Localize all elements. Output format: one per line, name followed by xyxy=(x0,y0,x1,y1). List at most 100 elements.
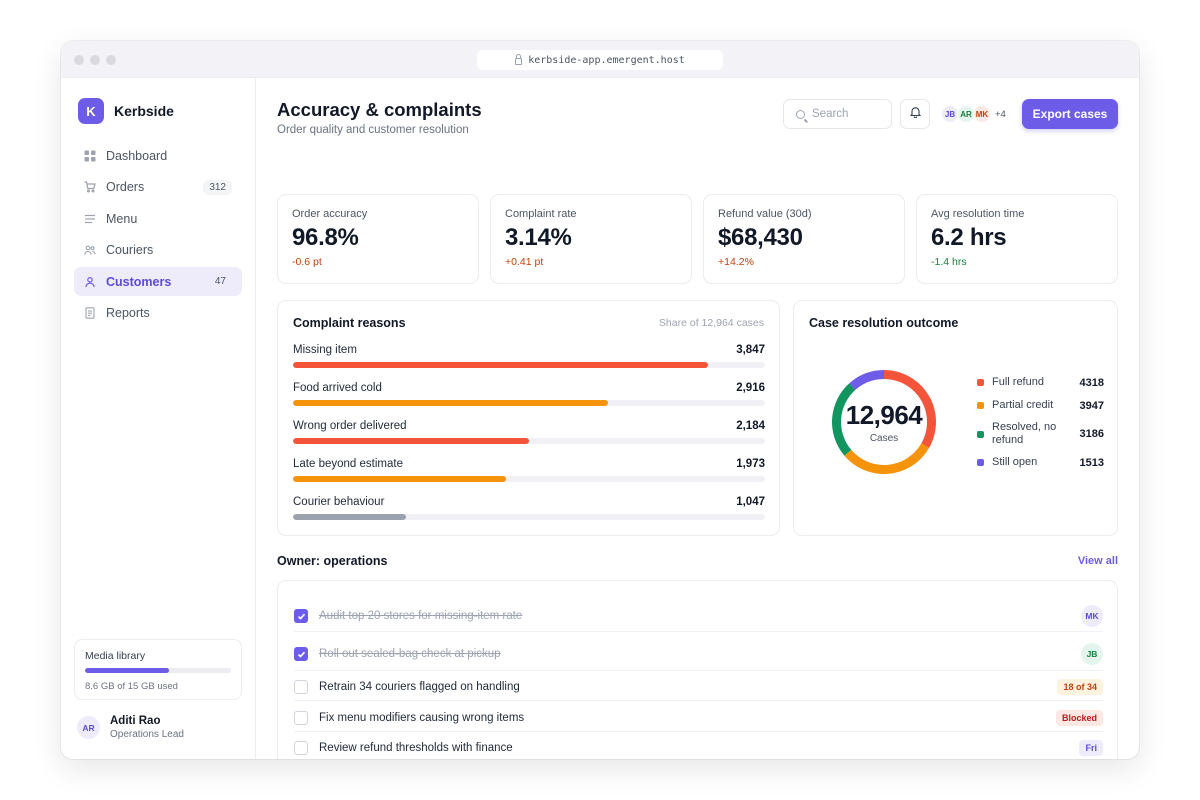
reason-value: 3,847 xyxy=(736,344,765,356)
reason-value: 1,973 xyxy=(736,458,765,470)
reason-bar-track xyxy=(293,514,765,520)
task-list: Audit top 20 stores for missing-item rat… xyxy=(277,580,1118,759)
task-item[interactable]: Audit top 20 stores for missing-item rat… xyxy=(294,605,1103,627)
task-text: Review refund thresholds with finance xyxy=(319,742,513,754)
reason-row: Late beyond estimate 1,973 xyxy=(293,458,765,482)
legend-swatch xyxy=(977,379,984,386)
kpi-label: Complaint rate xyxy=(505,208,577,220)
customers-count-badge: 47 xyxy=(214,276,226,287)
legend-value: 1513 xyxy=(1079,456,1104,469)
avatar: JB xyxy=(941,105,959,123)
reason-bar-track xyxy=(293,362,765,368)
task-text: Fix menu modifiers causing wrong items xyxy=(319,712,525,724)
browser-window: kerbside-app.emergent.host K Kerbside Da… xyxy=(61,41,1139,759)
people-icon xyxy=(84,244,96,256)
task-assignee: JB xyxy=(1081,643,1103,665)
legend-label: Full refund xyxy=(992,376,1044,388)
user-role: Operations Lead xyxy=(110,729,184,740)
reason-row: Missing item 3,847 xyxy=(293,344,765,368)
search-icon xyxy=(796,109,805,119)
avatar: AR xyxy=(77,716,100,739)
divider xyxy=(294,700,1103,701)
lock-icon xyxy=(515,53,523,65)
donut-center: 12,964 Cases xyxy=(823,361,945,483)
task-item[interactable]: Retrain 34 couriers flagged on handling … xyxy=(294,679,1103,695)
reason-bar-fill xyxy=(293,476,507,482)
task-checkbox[interactable] xyxy=(294,647,308,661)
sidebar-item-dashboard[interactable]: Dashboard xyxy=(74,141,242,170)
main-content: Accuracy & complaints Order quality and … xyxy=(256,78,1139,759)
brand[interactable]: K Kerbside xyxy=(78,98,174,124)
reason-row: Food arrived cold 2,916 xyxy=(293,382,765,406)
task-item[interactable]: Roll out sealed-bag check at pickup JB xyxy=(294,643,1103,665)
legend-label: Resolved, no refund xyxy=(992,421,1057,446)
sidebar-item-orders[interactable]: Orders 312 xyxy=(74,173,242,202)
task-checkbox[interactable] xyxy=(294,711,308,725)
kpi-value: 96.8% xyxy=(292,224,359,251)
sidebar: K Kerbside Dashboard Orders 312 xyxy=(61,78,256,759)
team-avatars[interactable]: JB AR MK +4 xyxy=(941,105,1006,123)
reason-row: Courier behaviour 1,047 xyxy=(293,496,765,520)
donut-total: 12,964 xyxy=(845,400,923,430)
donut-slice-partial-credit[interactable] xyxy=(844,443,930,474)
task-checkbox[interactable] xyxy=(294,741,308,755)
legend-label: Still open xyxy=(992,456,1038,468)
orders-count-badge: 312 xyxy=(203,179,232,195)
media-library-title: Media library xyxy=(85,650,146,662)
sidebar-item-menu[interactable]: Menu xyxy=(74,204,242,233)
donut-slice-resolved-no-refund[interactable] xyxy=(832,383,856,456)
card-title: Case resolution outcome xyxy=(809,316,959,330)
legend-value: 4318 xyxy=(1079,376,1104,389)
reason-bar-fill xyxy=(293,514,407,520)
media-library-card[interactable]: Media library 8.6 GB of 15 GB used xyxy=(74,639,242,700)
divider xyxy=(294,670,1103,671)
page-subtitle: Order quality and customer resolution xyxy=(277,124,469,136)
bell-icon xyxy=(909,105,921,123)
task-item[interactable]: Review refund thresholds with finance Fr… xyxy=(294,740,1103,756)
kpi-card-order-accuracy: Order accuracy 96.8% -0.6 pt xyxy=(277,194,479,284)
reason-bar-track xyxy=(293,400,765,406)
task-status-badge: 18 of 34 xyxy=(1057,679,1103,695)
reason-value: 2,916 xyxy=(736,382,765,394)
sidebar-item-reports[interactable]: Reports xyxy=(74,299,242,328)
person-icon xyxy=(84,276,96,288)
reason-label: Wrong order delivered xyxy=(293,420,407,432)
check-icon xyxy=(297,613,305,620)
window-close-dot[interactable] xyxy=(74,55,84,65)
view-all-link[interactable]: View all xyxy=(1077,555,1118,567)
kpi-card-avg-resolution: Avg resolution time 6.2 hrs -1.4 hrs xyxy=(916,194,1118,284)
kpi-value: $68,430 xyxy=(718,224,803,251)
task-checkbox[interactable] xyxy=(294,680,308,694)
export-cases-button[interactable]: Export cases xyxy=(1022,99,1118,129)
task-checkbox[interactable] xyxy=(294,609,308,623)
menu-lines-icon xyxy=(84,213,96,225)
cart-icon xyxy=(84,181,96,193)
user-profile[interactable]: AR Aditi Rao Operations Lead xyxy=(77,715,184,740)
search-input[interactable]: Search xyxy=(783,99,892,129)
address-bar[interactable]: kerbside-app.emergent.host xyxy=(477,50,723,70)
legend-value: 3186 xyxy=(1079,428,1104,440)
sidebar-nav: Dashboard Orders 312 Menu Couriers xyxy=(74,141,242,330)
reason-label: Missing item xyxy=(293,344,357,356)
window-maximize-dot[interactable] xyxy=(106,55,116,65)
donut-chart-svg xyxy=(832,370,936,474)
donut-slice-full-refund[interactable] xyxy=(884,370,936,448)
storage-usage-text: 8.6 GB of 15 GB used xyxy=(85,681,178,692)
section-title: Owner: operations xyxy=(277,554,388,568)
grid-icon xyxy=(84,150,96,162)
donut-total-label: Cases xyxy=(869,433,899,444)
notifications-button[interactable] xyxy=(900,99,930,129)
legend-item: Partial credit 3947 xyxy=(977,399,1104,412)
window-minimize-dot[interactable] xyxy=(90,55,100,65)
sidebar-item-customers[interactable]: Customers 47 xyxy=(74,267,242,296)
search-placeholder: Search xyxy=(812,108,849,120)
reason-bar-fill xyxy=(293,438,529,444)
task-item[interactable]: Fix menu modifiers causing wrong items B… xyxy=(294,710,1103,726)
donut-slice-still-open[interactable] xyxy=(849,370,884,391)
task-text: Roll out sealed-bag check at pickup xyxy=(319,648,501,660)
divider xyxy=(294,731,1103,732)
document-icon xyxy=(84,307,96,319)
kpi-label: Refund value (30d) xyxy=(718,208,812,220)
sidebar-item-label: Orders xyxy=(106,180,145,194)
sidebar-item-couriers[interactable]: Couriers xyxy=(74,236,242,265)
